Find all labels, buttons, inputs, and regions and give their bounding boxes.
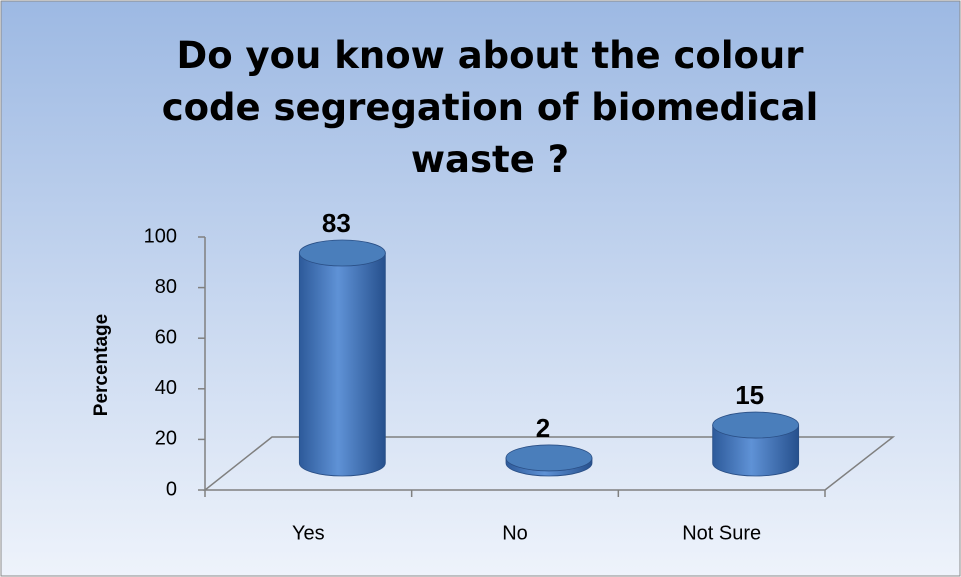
y-tick-label: 20 (155, 428, 177, 450)
bar-top (298, 239, 386, 267)
chart-title: Do you know about the colour code segreg… (161, 34, 819, 181)
bar-top (712, 411, 800, 439)
value-label: 83 (322, 208, 351, 238)
bar (712, 424, 800, 477)
bar (298, 252, 386, 477)
bar-top (505, 444, 593, 472)
y-axis-label: Percentage (91, 314, 112, 416)
y-tick-label: 80 (155, 276, 177, 298)
x-tick-label: No (502, 522, 528, 544)
x-tick-label: Yes (292, 522, 325, 544)
value-label: 15 (735, 380, 764, 410)
x-tick-label: Not Sure (682, 522, 761, 544)
value-label: 2 (536, 413, 550, 443)
y-tick-label: 0 (166, 478, 177, 500)
y-tick-label: 40 (155, 377, 177, 399)
y-tick-label: 60 (155, 326, 177, 348)
y-tick-label: 100 (144, 225, 177, 247)
